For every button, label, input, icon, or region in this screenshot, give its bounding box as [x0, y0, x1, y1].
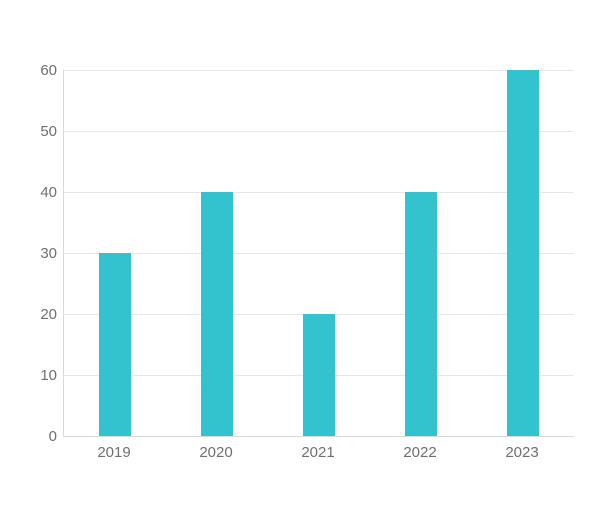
gridline-60	[64, 70, 574, 71]
y-tick-label-60: 60	[40, 62, 57, 79]
bar-2019	[99, 253, 131, 436]
plot-area	[63, 70, 574, 437]
gridline-40	[64, 192, 574, 193]
x-tick-label-2023: 2023	[505, 444, 539, 461]
y-tick-label-50: 50	[40, 123, 57, 140]
gridline-30	[64, 253, 574, 254]
x-tick-label-2020: 2020	[199, 444, 233, 461]
bar-2021	[303, 314, 335, 436]
y-tick-label-40: 40	[40, 184, 57, 201]
y-tick-label-20: 20	[40, 306, 57, 323]
bar-2020	[201, 192, 233, 436]
x-tick-label-2019: 2019	[97, 444, 131, 461]
bar-2022	[405, 192, 437, 436]
x-tick-label-2021: 2021	[301, 444, 335, 461]
x-tick-label-2022: 2022	[403, 444, 437, 461]
y-tick-label-30: 30	[40, 245, 57, 262]
y-tick-label-10: 10	[40, 367, 57, 384]
y-tick-label-0: 0	[48, 428, 57, 445]
bar-2023	[507, 70, 539, 436]
gridline-50	[64, 131, 574, 132]
